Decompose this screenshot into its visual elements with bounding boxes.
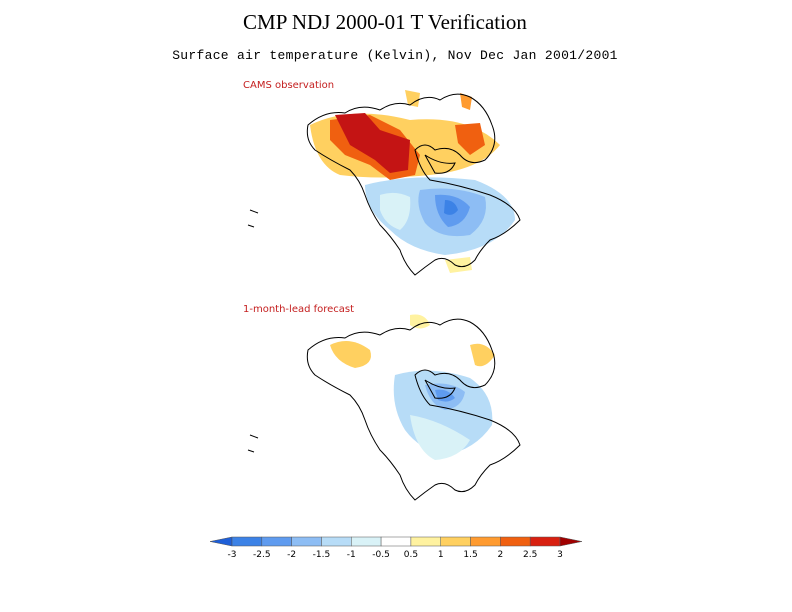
colorbar-tick-label: 1.5 [463,550,477,560]
observation-anomaly-fill [310,90,515,273]
forecast-coastlines [247,318,521,501]
colorbar-swatch [410,536,441,547]
colorbar-swatch [529,536,561,547]
colorbar-swatch [231,536,263,547]
colorbar-swatch [380,536,412,547]
colorbar-swatch [440,536,471,547]
colorbar-swatch [291,536,322,547]
colorbar-tick-label: 3 [557,550,563,560]
colorbar-swatch [321,536,352,547]
colorbar-tick-label: -1.5 [313,550,331,560]
colorbar-swatch [261,536,292,547]
colorbar-tick-label: -2.5 [253,550,271,560]
colorbar-tick-label: 0.5 [404,550,418,560]
colorbar-swatch [559,536,583,547]
colorbar-swatch [209,536,233,547]
panel-label-forecast: 1-month-lead forecast [243,304,355,315]
colorbar-tick-label: -1 [347,550,356,560]
panel-label-observation: CAMS observation [243,80,335,91]
colorbar: -3 -2.5 -2 -1.5 -1 -0.5 0.5 1 1.5 2 2.5 3 [209,536,583,560]
colorbar-swatch [351,536,382,547]
colorbar-tick-label: -3 [228,550,237,560]
forecast-map [247,314,521,501]
observation-coastlines [247,93,521,276]
colorbar-swatch [470,536,501,547]
colorbar-ticks: -3 -2.5 -2 -1.5 -1 -0.5 0.5 1 1.5 2 2.5 3 [228,550,563,560]
figure-subtitle: Surface air temperature (Kelvin), Nov De… [172,48,618,63]
colorbar-tick-label: 2.5 [523,550,537,560]
colorbar-swatches [209,536,583,547]
forecast-anomaly-fill [330,314,495,460]
observation-map [247,90,521,276]
figure-title: CMP NDJ 2000-01 T Verification [243,10,527,34]
colorbar-swatch [500,536,531,547]
colorbar-tick-label: 1 [438,550,444,560]
colorbar-tick-label: -2 [287,550,296,560]
colorbar-tick-label: -0.5 [372,550,390,560]
colorbar-tick-label: 2 [497,550,503,560]
